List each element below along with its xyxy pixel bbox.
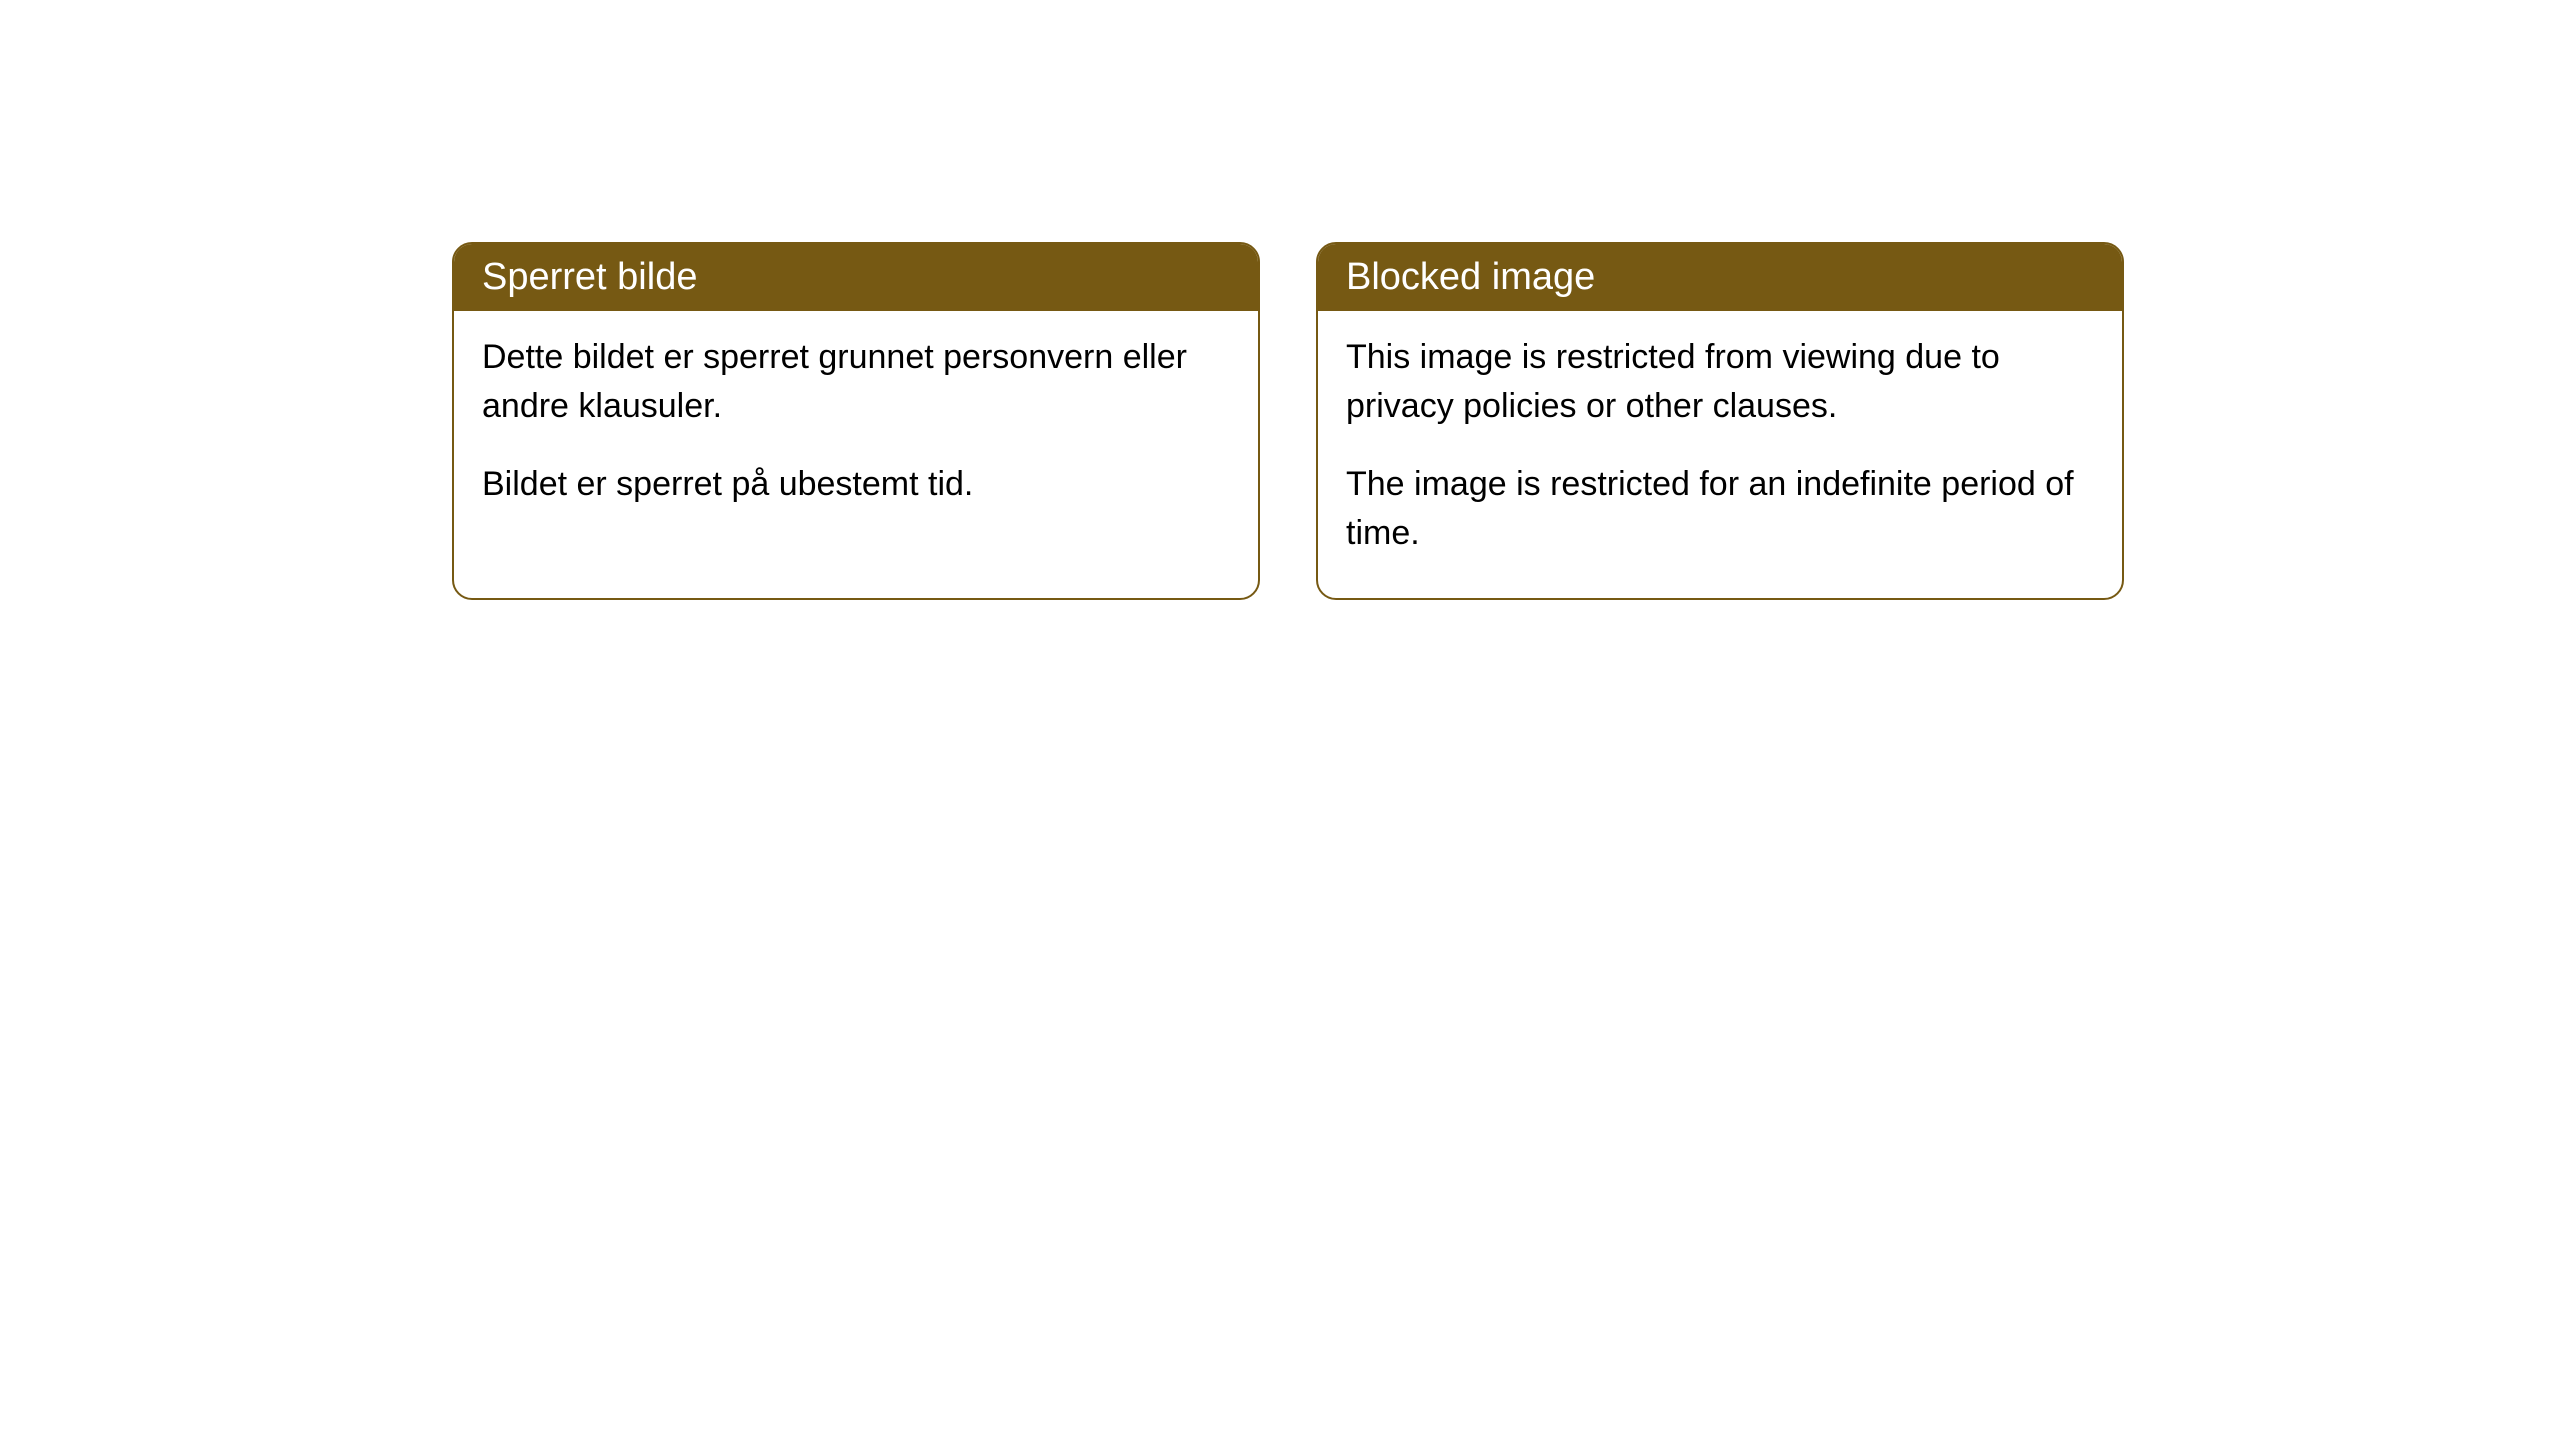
card-blocked-norwegian: Sperret bilde Dette bildet er sperret gr… <box>452 242 1260 600</box>
card-paragraph-1: Dette bildet er sperret grunnet personve… <box>482 333 1230 432</box>
card-header: Blocked image <box>1318 244 2122 311</box>
card-paragraph-2: The image is restricted for an indefinit… <box>1346 460 2094 559</box>
card-blocked-english: Blocked image This image is restricted f… <box>1316 242 2124 600</box>
cards-container: Sperret bilde Dette bildet er sperret gr… <box>452 242 2124 600</box>
card-paragraph-2: Bildet er sperret på ubestemt tid. <box>482 460 1230 509</box>
card-body: This image is restricted from viewing du… <box>1318 311 2122 598</box>
card-header: Sperret bilde <box>454 244 1258 311</box>
card-body: Dette bildet er sperret grunnet personve… <box>454 311 1258 549</box>
card-paragraph-1: This image is restricted from viewing du… <box>1346 333 2094 432</box>
